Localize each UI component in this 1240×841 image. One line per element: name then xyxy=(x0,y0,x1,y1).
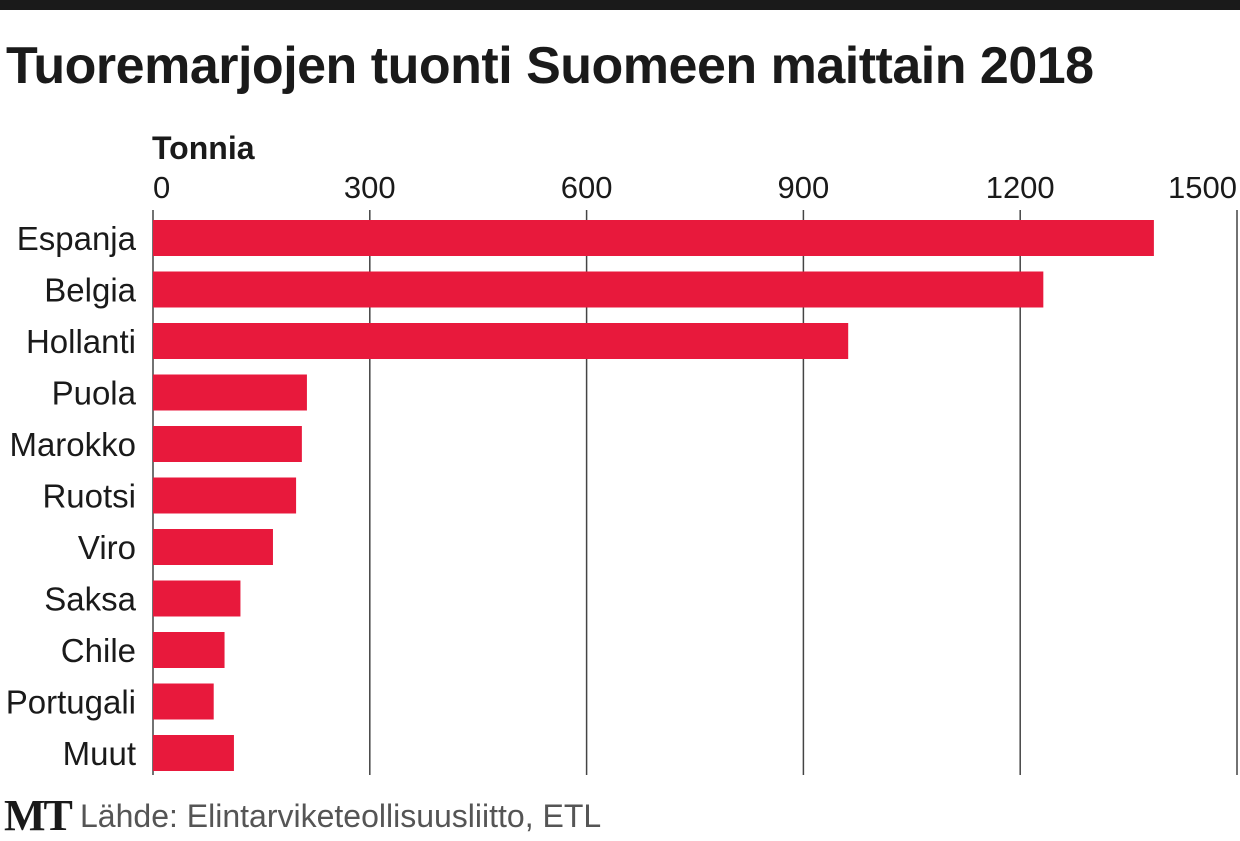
bar-ruotsi xyxy=(153,477,297,514)
category-label-chile: Chile xyxy=(61,632,136,669)
tick-labels: 0 300 600 900 1200 1500 xyxy=(153,170,1237,205)
bar-chile xyxy=(153,632,225,668)
source-note: Lähde: Elintarviketeollisuusliitto, ETL xyxy=(80,798,602,834)
tick-label-300: 300 xyxy=(344,170,396,205)
bar-saksa xyxy=(153,580,241,617)
category-label-puola: Puola xyxy=(52,375,137,412)
bar-viro xyxy=(153,529,273,565)
category-label-portugali: Portugali xyxy=(6,684,136,721)
tick-label-0: 0 xyxy=(153,170,170,205)
bars xyxy=(153,220,1154,771)
tick-label-1200: 1200 xyxy=(986,170,1055,205)
category-label-muut: Muut xyxy=(63,735,136,772)
bar-portugali xyxy=(153,683,214,720)
tick-label-900: 900 xyxy=(778,170,830,205)
category-label-hollanti: Hollanti xyxy=(26,323,136,360)
tick-label-1500: 1500 xyxy=(1168,170,1237,205)
bar-hollanti xyxy=(153,323,849,359)
tick-label-600: 600 xyxy=(561,170,613,205)
top-rule xyxy=(0,0,1240,10)
axis-unit-label: Tonnia xyxy=(152,130,255,166)
category-label-viro: Viro xyxy=(78,529,136,566)
bar-puola xyxy=(153,374,307,411)
category-label-ruotsi: Ruotsi xyxy=(42,478,136,515)
chart-title: Tuoremarjojen tuonti Suomeen maittain 20… xyxy=(6,37,1094,95)
category-label-espanja: Espanja xyxy=(17,220,137,257)
mt-logo: MT xyxy=(4,791,73,840)
category-label-marokko: Marokko xyxy=(9,426,136,463)
bar-muut xyxy=(153,735,234,771)
category-label-belgia: Belgia xyxy=(44,272,136,309)
bar-marokko xyxy=(153,426,302,462)
bar-espanja xyxy=(153,220,1154,256)
category-labels: Espanja Belgia Hollanti Puola Marokko Ruotsi V… xyxy=(6,220,137,772)
category-label-saksa: Saksa xyxy=(44,581,136,618)
bar-belgia xyxy=(153,271,1044,308)
